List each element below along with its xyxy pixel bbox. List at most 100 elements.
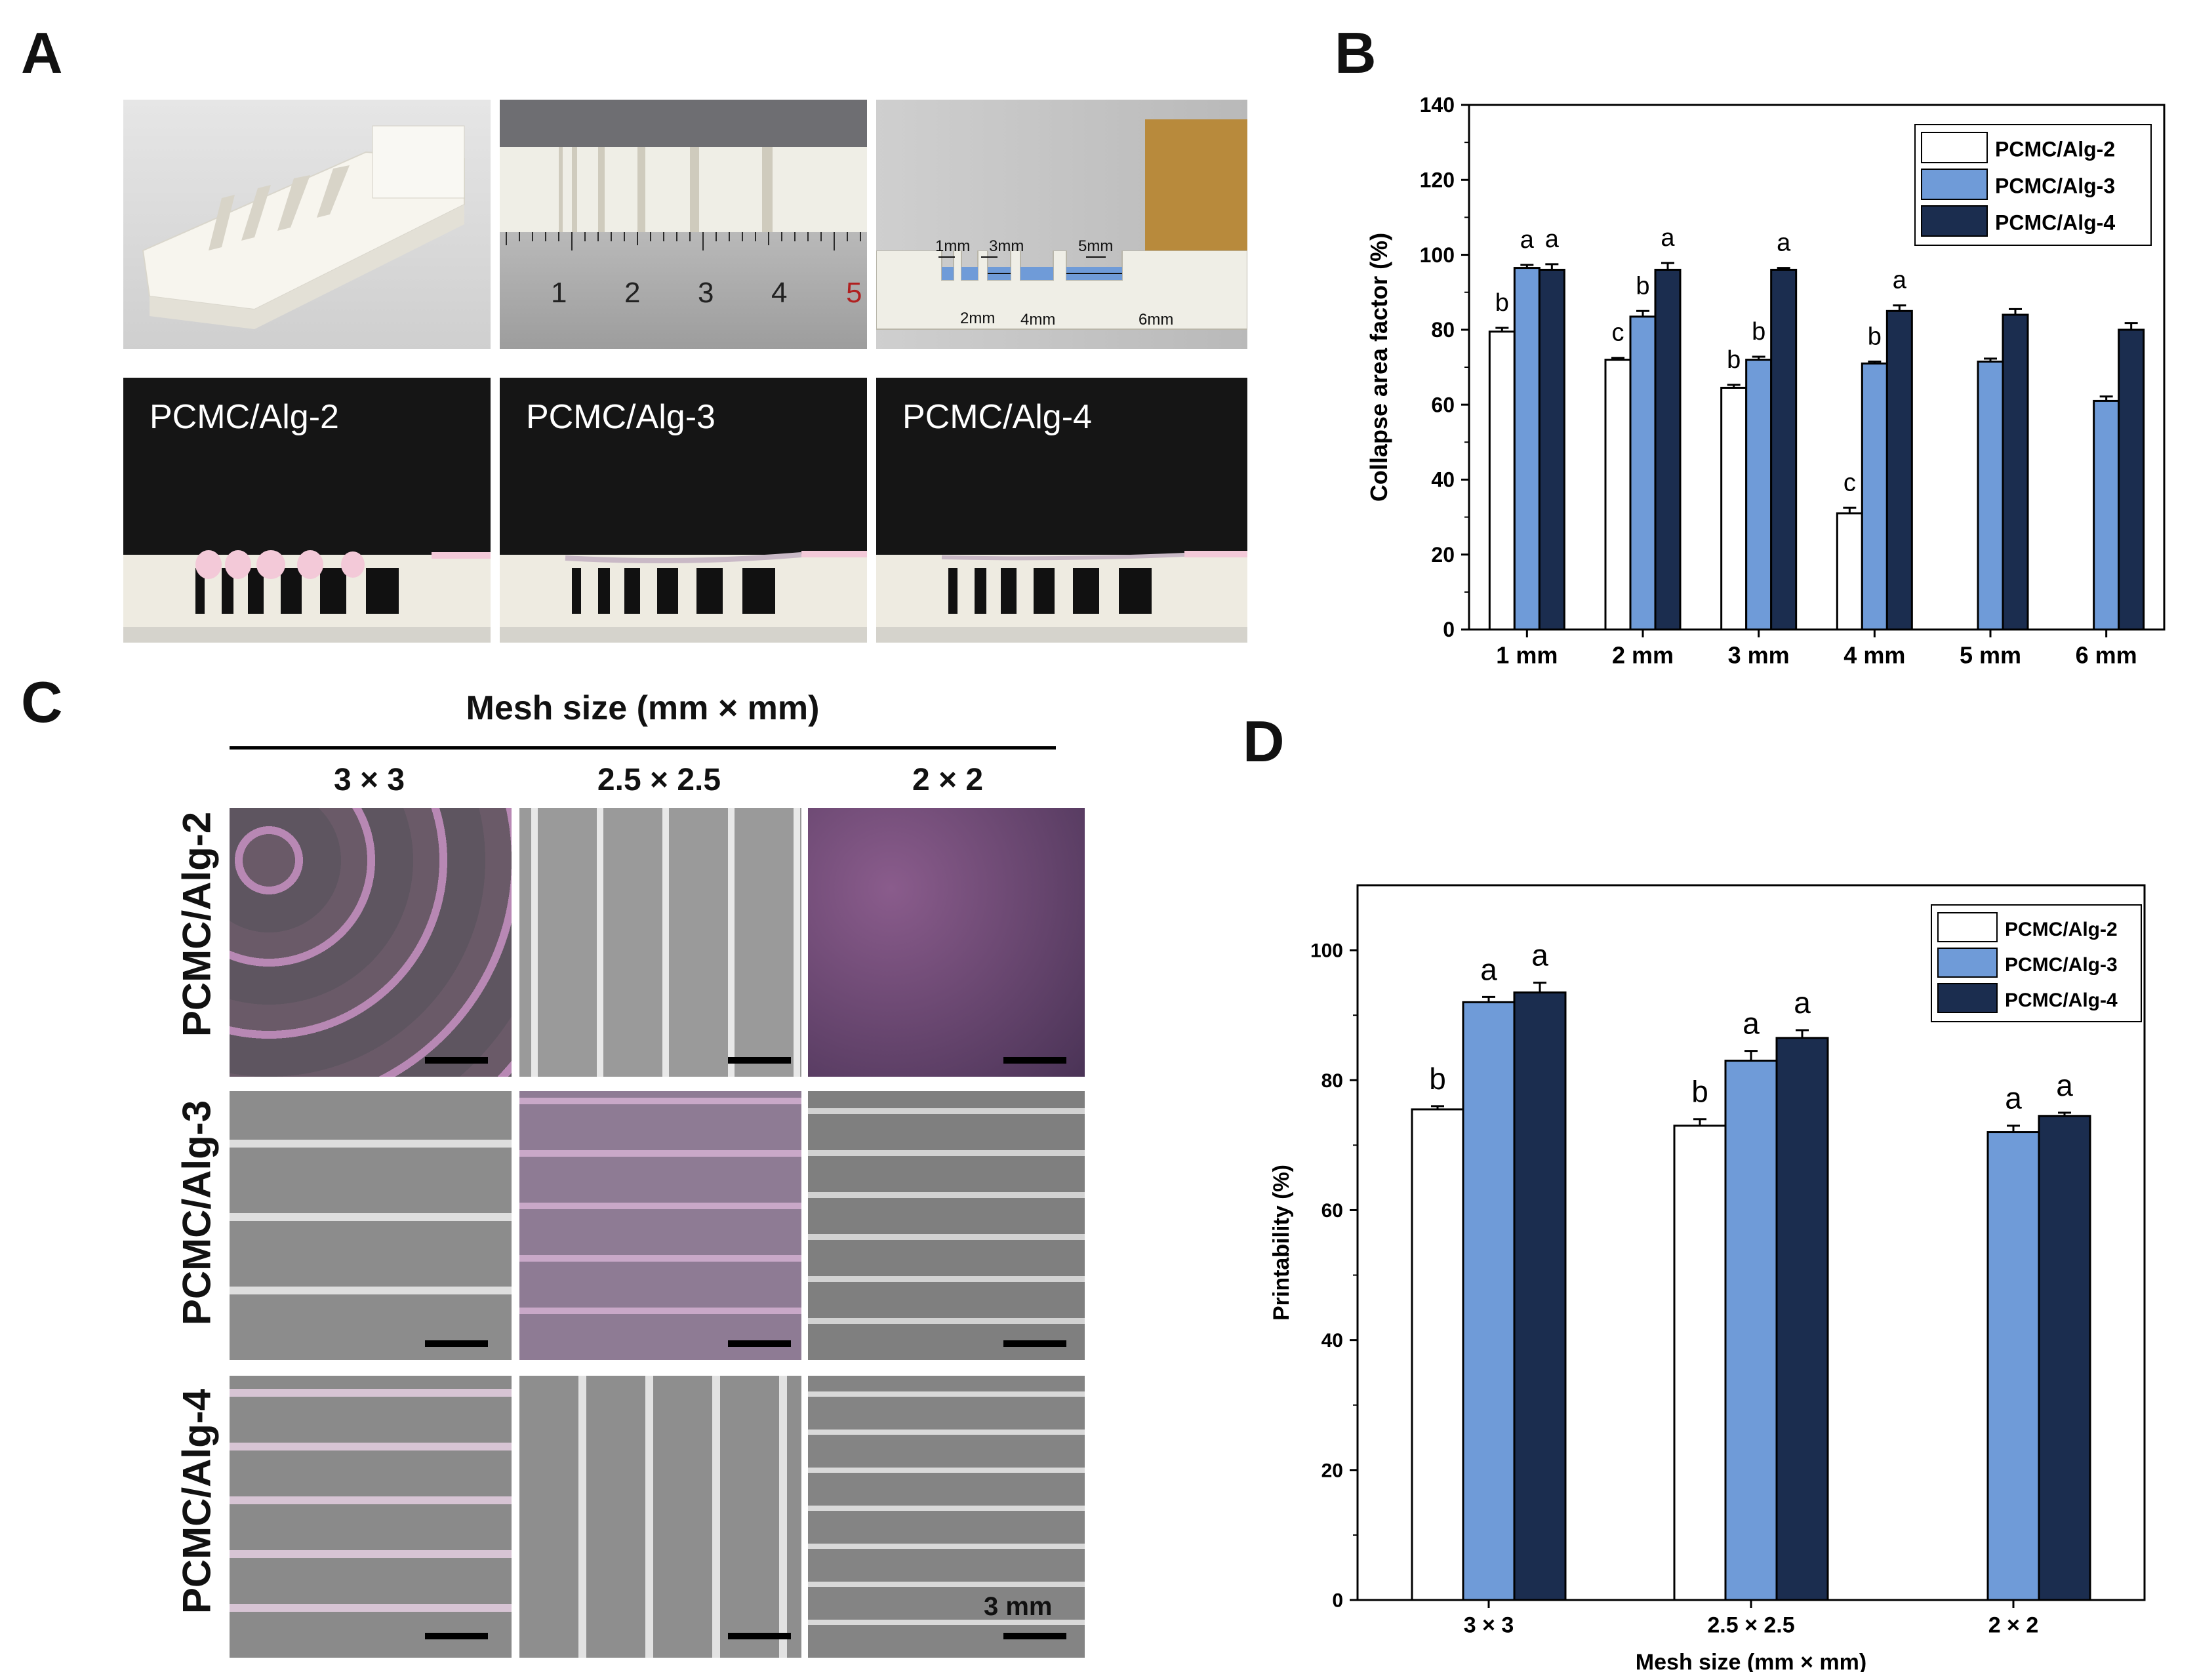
bar-pcmc-alg-3 (1986, 1131, 2040, 1601)
significance-letter: a (1743, 1007, 1760, 1041)
bar-pcmc-alg-3 (1861, 362, 1888, 631)
bar-pcmc-alg-2 (1411, 1108, 1464, 1601)
sample-photo-alg2: PCMC/Alg-2 (123, 378, 491, 643)
mesh-photo-alg4-3x3 (230, 1376, 512, 1658)
legend-label: PCMC/Alg-2 (1995, 137, 2115, 161)
ruler (500, 232, 867, 349)
panel-letter-c: C (21, 670, 63, 734)
sample-label-alg3: PCMC/Alg-3 (526, 398, 716, 436)
significance-letter: a (1661, 224, 1675, 252)
x-tick-label: 2.5 × 2.5 (1707, 1612, 1794, 1637)
significance-letter: b (1727, 346, 1741, 374)
mesh-photo-alg3-2x2 (808, 1091, 1085, 1360)
mesh-photo-alg2-2x2 (808, 808, 1085, 1077)
ruler-number-4: 4 (771, 277, 788, 309)
scale-bar (425, 1340, 488, 1347)
mesh-photo-alg3-3x3 (230, 1091, 512, 1360)
significance-letter: a (1520, 226, 1535, 254)
scale-bar (1003, 1633, 1066, 1639)
block-slots (559, 147, 773, 232)
legend-label: PCMC/Alg-3 (1995, 174, 2115, 197)
significance-letter: b (1429, 1062, 1446, 1096)
gap-label-3mm: 3mm (989, 237, 1024, 255)
ruler-photo: 1 2 3 4 5 (500, 100, 867, 349)
block-illustration (142, 125, 465, 329)
photo-background (500, 100, 867, 147)
mesh-photo-alg2-2-5x2-5 (519, 808, 801, 1077)
legend-swatch (1921, 169, 1988, 200)
bar-pcmc-alg-4 (2118, 329, 2145, 631)
legend-swatch (1937, 948, 1998, 978)
scale-bar (728, 1057, 791, 1064)
significance-letter: a (1480, 952, 1497, 986)
significance-letter: a (1794, 986, 1811, 1020)
row-label-alg2: PCMC/Alg-2 (174, 811, 219, 1037)
y-tick-label: 120 (1420, 168, 1455, 191)
gap-label-2mm: 2mm (960, 310, 996, 327)
bar-pcmc-alg-2 (1836, 512, 1863, 631)
gap-label-6mm: 6mm (1139, 311, 1174, 329)
gap-label-1mm: 1mm (935, 237, 971, 255)
bar-pcmc-alg-4 (1513, 991, 1567, 1601)
bar-pcmc-alg-3 (1462, 1001, 1516, 1601)
significance-letter: c (1612, 319, 1624, 347)
panel-letter-b: B (1335, 20, 1377, 85)
legend-swatch (1921, 205, 1988, 237)
x-tick-label: 2 × 2 (1988, 1612, 2039, 1637)
legend-label: PCMC/Alg-4 (1995, 210, 2115, 234)
significance-letter: a (2056, 1068, 2073, 1102)
ruler-number-5: 5 (846, 277, 862, 309)
significance-letter: b (1752, 318, 1765, 346)
legend-label: PCMC/Alg-3 (2005, 954, 2118, 976)
mesh-photo-alg4-2x2 (808, 1376, 1085, 1658)
filament-on-block-alg2 (123, 550, 491, 643)
panel-letter-d: D (1243, 709, 1285, 774)
x-tick-label: 4 mm (1844, 642, 1905, 669)
x-tick-label: 6 mm (2076, 642, 2137, 669)
y-tick-label: 80 (1321, 1070, 1343, 1092)
bar-pcmc-alg-4 (1654, 268, 1682, 631)
ruler-number-3: 3 (698, 277, 714, 309)
row-label-alg4: PCMC/Alg-4 (174, 1388, 219, 1614)
significance-letter: b (1868, 323, 1882, 350)
legend-swatch (1937, 912, 1998, 942)
bar-pcmc-alg-4 (1885, 310, 1913, 631)
legend-label: PCMC/Alg-4 (2005, 990, 2118, 1011)
bar-pcmc-alg-4 (2002, 313, 2029, 631)
panel-letter-a: A (21, 20, 63, 85)
y-tick-label: 40 (1431, 468, 1455, 492)
bar-pcmc-alg-3 (1629, 315, 1657, 631)
sample-label-alg4: PCMC/Alg-4 (902, 398, 1092, 436)
sample-photo-alg3: PCMC/Alg-3 (500, 378, 867, 643)
legend-swatch (1937, 983, 1998, 1013)
gap-label-4mm: 4mm (1020, 311, 1056, 329)
dimension-photo: 1mm 3mm 5mm 2mm 4mm 6mm (876, 100, 1247, 349)
mesh-photo-alg2-3x3 (230, 808, 512, 1077)
significance-letter: b (1495, 289, 1509, 317)
scale-bar (425, 1633, 488, 1639)
mesh-photo-alg4-2-5x2-5 (519, 1376, 801, 1658)
x-tick-label: 3 mm (1728, 642, 1790, 669)
sample-photo-alg4: PCMC/Alg-4 (876, 378, 1247, 643)
y-axis-label: Collapse area factor (%) (1365, 233, 1392, 502)
significance-letter: a (1545, 226, 1560, 253)
y-tick-label: 40 (1321, 1330, 1343, 1351)
mesh-photo-alg3-2-5x2-5 (519, 1091, 801, 1360)
significance-letter: b (1691, 1075, 1708, 1109)
gap-label-5mm: 5mm (1078, 237, 1114, 255)
y-tick-label: 100 (1310, 940, 1343, 962)
y-tick-label: 60 (1431, 393, 1455, 416)
y-tick-label: 0 (1332, 1590, 1343, 1612)
significance-letter: a (1893, 267, 1907, 294)
x-tick-label: 5 mm (1960, 642, 2021, 669)
x-tick-label: 1 mm (1496, 642, 1558, 669)
significance-letter: a (1777, 230, 1791, 257)
bar-pcmc-alg-3 (1977, 360, 2004, 631)
bar-pcmc-alg-2 (1720, 386, 1748, 631)
photo-background-object (1145, 119, 1247, 257)
scale-bar-label: 3 mm (984, 1592, 1053, 1621)
bar-pcmc-alg-4 (1538, 268, 1565, 631)
bar-pcmc-alg-2 (1488, 330, 1516, 631)
scale-bar (1003, 1057, 1066, 1064)
